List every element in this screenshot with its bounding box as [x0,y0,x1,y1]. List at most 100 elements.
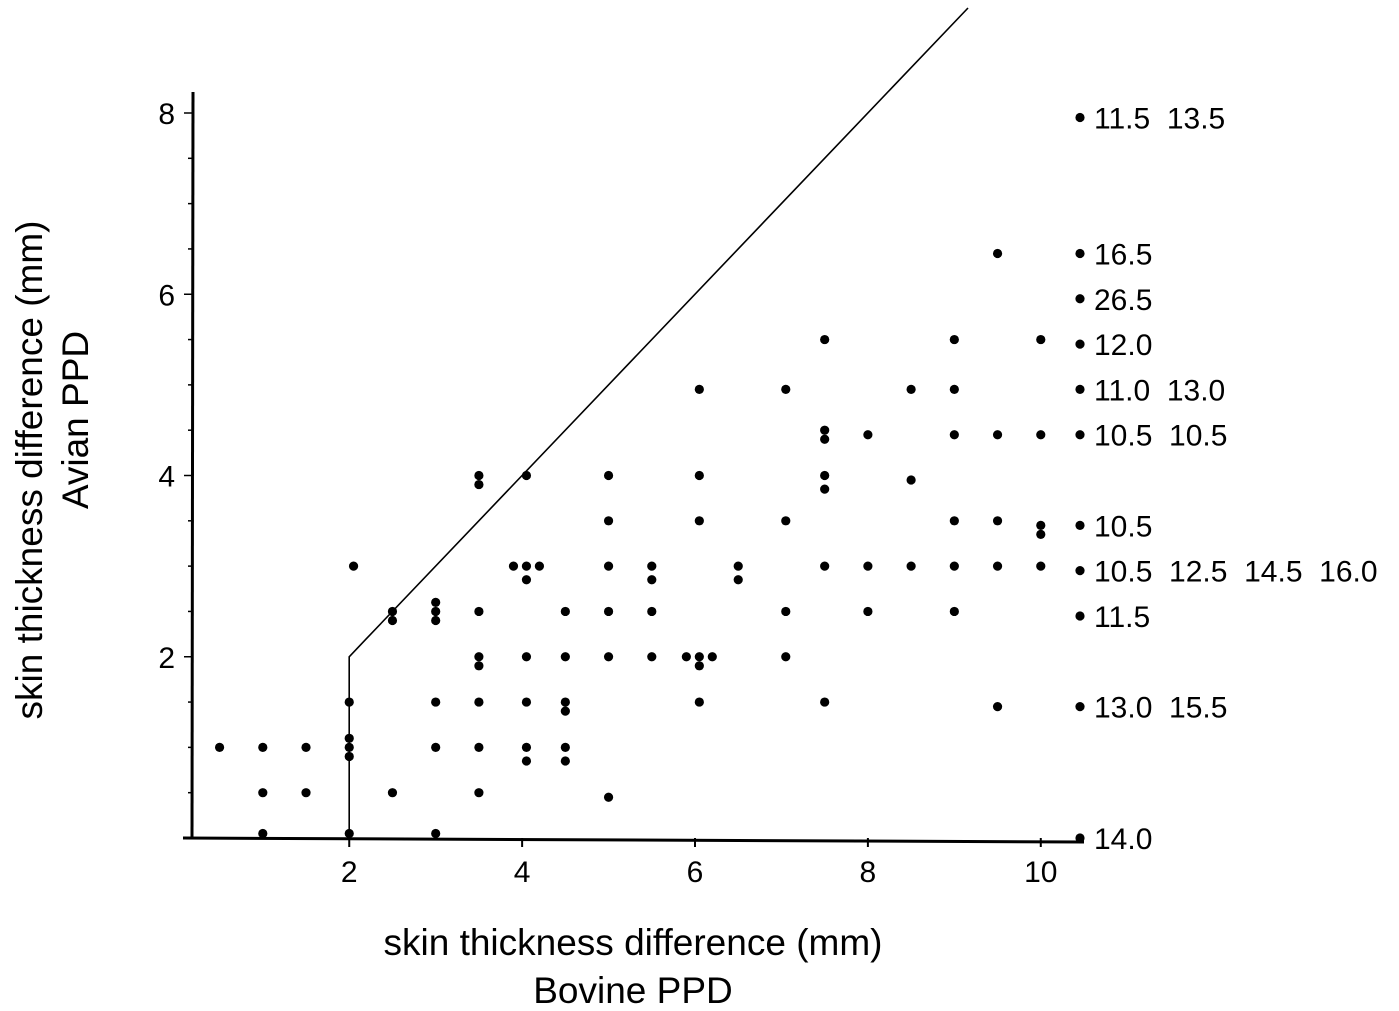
y-tick-label: 2 [158,642,175,675]
off-scale-label: 11.5 13.5 [1094,103,1225,136]
x-axis-subtitle: Bovine PPD [533,970,733,1011]
data-point [733,561,743,571]
data-point [560,606,570,617]
data-point [474,788,484,798]
data-point [474,479,484,490]
data-point [348,561,359,571]
off-scale-label: 13.0 15.5 [1094,692,1227,725]
data-point [906,561,916,571]
data-point [949,430,959,440]
data-point [694,652,704,662]
off-scale-point [1075,248,1085,259]
y-ticks: 2 4 6 8 [158,98,193,794]
data-point [949,516,959,526]
data-point [560,652,570,662]
off-scale-points: 11.5 13.5 16.5 26.5 12.0 11.0 13.0 10.5 10.5 1… [1075,103,1378,856]
data-point [949,334,959,345]
data-point [431,828,441,839]
boundary-line [348,7,969,838]
off-scale-point [1075,384,1085,395]
data-point [344,751,354,762]
data-point [474,470,484,481]
data-point [474,661,484,671]
data-point [820,470,830,481]
data-point [906,475,916,485]
data-point [863,561,873,571]
data-points [214,248,1046,839]
x-tick-label: 10 [1024,856,1057,889]
data-point [992,561,1003,571]
off-scale-label: 16.5 [1094,238,1152,271]
data-point [820,434,830,444]
axes [182,91,1085,844]
off-scale-label: 10.5 10.5 [1094,420,1227,453]
data-point [258,742,268,752]
data-point [681,652,691,662]
y-axis-line [190,91,195,839]
x-ticks: 2 4 6 8 10 [341,838,1057,889]
data-point [603,470,614,481]
x-tick-label: 8 [860,856,877,889]
data-point [992,701,1003,712]
off-scale-point [1075,701,1085,712]
data-point [431,597,441,607]
y-tick-label: 4 [158,461,175,494]
data-point [820,334,830,345]
x-tick-label: 2 [341,856,358,889]
data-point [521,470,532,481]
data-point [603,606,614,617]
data-point [534,561,545,571]
data-point [301,788,311,798]
y-axis-title: skin thickness difference (mm) [9,221,50,720]
data-point [1036,430,1046,440]
data-point [863,606,873,617]
data-point [949,384,959,395]
data-point [560,742,570,752]
off-scale-point [1075,294,1085,304]
data-point [508,561,519,571]
data-point [603,652,614,662]
data-point [474,606,484,617]
data-point [694,661,704,671]
data-point [906,384,916,395]
data-point [992,430,1003,440]
data-point [344,697,354,707]
data-point [344,733,354,743]
data-point [694,470,704,481]
off-scale-label: 12.0 [1094,329,1152,362]
data-point [647,652,657,662]
data-point [344,742,354,752]
x-tick-label: 4 [514,856,531,889]
data-point [431,697,441,707]
off-scale-point [1075,833,1085,843]
off-scale-label: 11.0 13.0 [1094,374,1225,407]
data-point [387,606,398,617]
data-point [521,652,532,662]
data-point [474,652,484,662]
data-point [820,561,830,571]
data-point [1036,529,1046,540]
data-point [949,606,959,617]
data-point [647,561,657,571]
x-axis-title: skin thickness difference (mm) [384,922,883,963]
data-point [521,697,532,707]
y-tick-label: 8 [158,98,175,131]
data-point [781,652,791,662]
data-point [431,615,441,626]
off-scale-point [1075,339,1085,349]
off-scale-label: 10.5 12.5 14.5 16.0 [1094,556,1378,589]
x-tick-label: 6 [687,856,704,889]
data-point [603,561,614,571]
data-point [431,606,441,617]
data-point [387,788,398,798]
data-point [474,742,484,752]
off-scale-point [1075,520,1085,530]
data-point [694,516,704,526]
data-point [694,697,704,707]
data-point [560,756,570,766]
data-point [647,575,657,585]
off-scale-label: 14.0 [1094,823,1152,856]
data-point [694,384,704,395]
data-point [820,425,830,435]
